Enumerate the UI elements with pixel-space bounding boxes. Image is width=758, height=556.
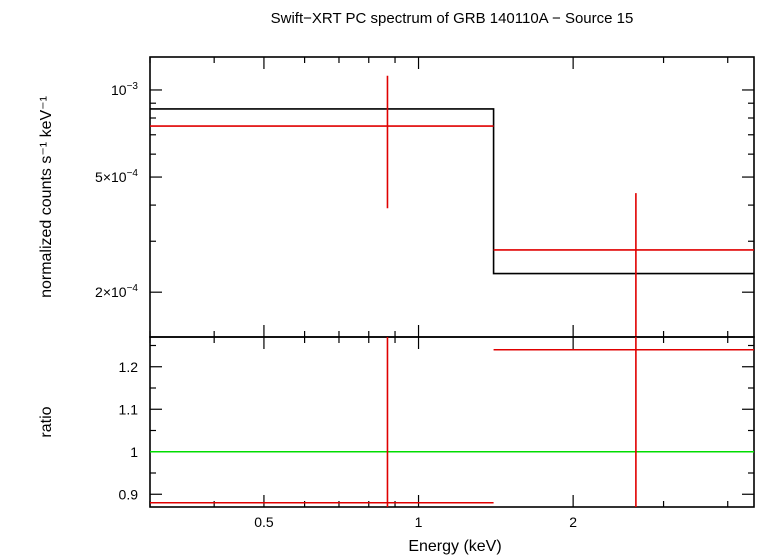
- ratio-y-tick-label: 1.1: [119, 401, 139, 417]
- spectrum-y-tick-label: 5×10−4: [95, 168, 138, 185]
- spectrum-panel: 10−3 5×10−4 2×10−4: [95, 56, 755, 338]
- x-axis-label: Energy (keV): [408, 538, 501, 555]
- x-tick-label: 0.5: [254, 514, 274, 530]
- chart-title: Swift−XRT PC spectrum of GRB 140110A − S…: [271, 10, 634, 27]
- ratio-y-tick-label: 1.2: [119, 359, 139, 375]
- x-tick-label: 1: [415, 514, 423, 530]
- spectrum-y-axis-label: normalized counts s⁻¹ keV⁻¹: [38, 96, 55, 298]
- ratio-y-tick-label: 0.9: [119, 486, 139, 502]
- spectrum-frame: [149, 56, 755, 338]
- model-step-line: [150, 108, 754, 275]
- x-tick-label: 2: [569, 514, 577, 530]
- spectrum-y-tick-label: 10−3: [111, 81, 138, 98]
- ratio-y-tick-label: 1: [130, 444, 138, 460]
- ratio-frame: [149, 336, 755, 508]
- ratio-panel: 0.5 1 2 0.9 1 1.1 1.2: [119, 336, 755, 530]
- ratio-y-axis-label: ratio: [38, 406, 55, 437]
- spectrum-y-tick-label: 2×10−4: [95, 283, 138, 300]
